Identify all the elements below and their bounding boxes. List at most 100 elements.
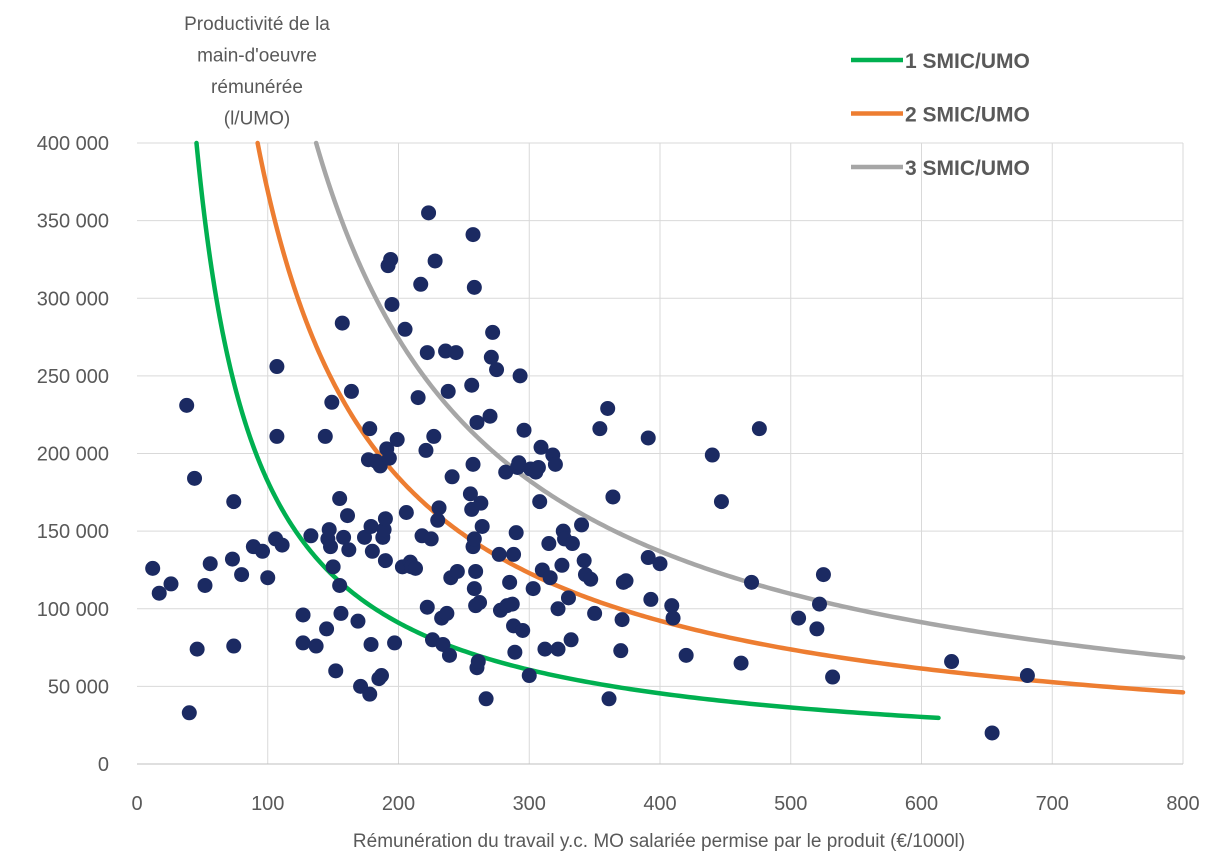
data-point [812, 596, 828, 612]
data-point [421, 205, 437, 221]
data-point [431, 500, 447, 516]
data-point [398, 505, 414, 520]
legend-label: 3 SMIC/UMO [905, 157, 1030, 180]
data-point [502, 574, 518, 590]
gridlines [137, 142, 1184, 764]
data-point [664, 598, 680, 614]
data-point [744, 574, 760, 590]
x-tick-label: 200 [382, 793, 415, 815]
data-point [550, 641, 566, 657]
data-point [640, 430, 656, 446]
data-point [295, 635, 311, 651]
data-point [592, 421, 608, 437]
data-point [809, 621, 825, 637]
data-point [189, 641, 205, 657]
data-point [478, 691, 494, 707]
data-point [274, 537, 290, 553]
data-point [483, 349, 499, 365]
data-point [426, 428, 442, 444]
data-point [226, 638, 242, 654]
data-point [410, 390, 426, 406]
data-point [418, 442, 434, 458]
data-point [640, 550, 656, 566]
data-point [704, 447, 720, 463]
data-point [472, 595, 488, 611]
curve-line [313, 140, 1186, 660]
data-point [332, 491, 348, 507]
data-point [387, 635, 403, 651]
data-point [512, 368, 528, 384]
data-point [444, 469, 460, 485]
data-point [713, 494, 729, 510]
data-point [537, 641, 553, 657]
x-tick-label: 400 [643, 793, 676, 815]
data-point [465, 456, 481, 472]
data-point [362, 686, 378, 702]
data-point [563, 632, 579, 648]
data-point [179, 397, 195, 413]
data-point [427, 253, 443, 269]
data-point [226, 494, 242, 510]
data-point [303, 528, 319, 544]
y-axis-title-line: Productivité de la [184, 14, 330, 35]
data-point [473, 495, 489, 511]
data-point [541, 536, 557, 552]
data-point [464, 377, 480, 393]
x-tick-label: 300 [513, 793, 546, 815]
x-tick-label: 600 [905, 793, 938, 815]
data-point [145, 560, 161, 576]
y-tick-label: 100 000 [37, 599, 109, 621]
legend-label: 2 SMIC/UMO [905, 104, 1030, 127]
data-point [489, 362, 505, 378]
data-point [482, 408, 498, 424]
data-point [465, 227, 481, 243]
x-tick-label: 800 [1166, 793, 1199, 815]
data-point [419, 599, 435, 615]
data-point [269, 359, 285, 375]
data-point [439, 605, 455, 621]
data-point [362, 421, 378, 437]
data-point [408, 560, 423, 576]
data-point [325, 559, 341, 575]
data-point [317, 428, 333, 444]
data-point [323, 539, 339, 555]
y-title-backdrop [150, 4, 362, 140]
curve-line [194, 140, 941, 721]
data-point [507, 644, 523, 660]
data-point [525, 581, 541, 597]
data-point [944, 654, 960, 670]
x-tick-label: 700 [1036, 793, 1069, 815]
data-point [574, 517, 590, 533]
data-point [413, 276, 429, 292]
data-point [618, 573, 634, 589]
data-point [260, 570, 276, 586]
data-point [511, 455, 527, 471]
data-point [377, 553, 393, 569]
data-point [564, 536, 580, 552]
tick-labels: 0 50 000 100 000 150 000 200 000 250 000 300 0… [37, 133, 1200, 815]
data-points [145, 205, 1035, 741]
data-point [678, 647, 694, 663]
data-point [336, 529, 352, 545]
legend-label: 1 SMIC/UMO [905, 50, 1030, 73]
data-point [485, 324, 501, 340]
y-axis-title: Productivité de la main-d'oeuvre rémunérée… [150, 4, 362, 140]
data-point [521, 668, 537, 684]
data-point [334, 315, 350, 331]
data-point [324, 394, 340, 410]
data-point [341, 542, 357, 558]
data-point [530, 459, 546, 475]
data-point [374, 668, 389, 684]
data-point [224, 551, 240, 567]
y-tick-label: 150 000 [37, 521, 109, 543]
data-point [423, 531, 439, 547]
x-tick-label: 100 [251, 793, 284, 815]
data-point [613, 643, 629, 659]
data-point [600, 400, 616, 416]
data-point [466, 279, 482, 295]
data-point [255, 543, 271, 559]
data-point [984, 725, 1000, 741]
data-point [533, 439, 549, 455]
data-point [308, 638, 324, 654]
